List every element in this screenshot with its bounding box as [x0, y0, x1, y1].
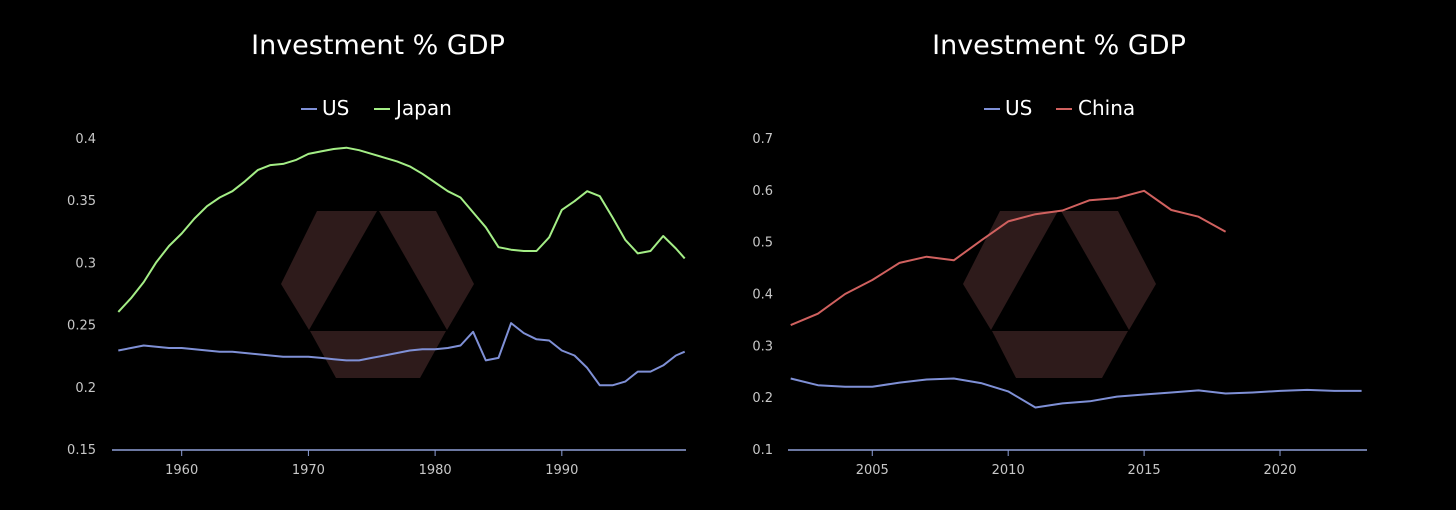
y-tick-label: 0.5: [752, 236, 773, 251]
series-line-china: [790, 189, 1227, 327]
chart-left-svg: Investment % GDP US Japan 0.4 0.35 0.3 0.25…: [67, 30, 686, 478]
x-axis: 2005 2010 2015 2020: [788, 449, 1367, 478]
legend-label-china: China: [1078, 96, 1135, 120]
watermark-logo: [963, 211, 1156, 378]
x-tick-label: 2005: [856, 463, 889, 478]
chart-right-china-us: Investment % GDP US China 0.7 0.6 0.5 0.4 0.…: [728, 0, 1456, 510]
y-tick-label: 0.2: [752, 391, 773, 406]
series-line-japan: [117, 146, 686, 313]
y-tick-label: 0.15: [67, 443, 96, 458]
y-tick-label: 0.7: [752, 132, 773, 147]
watermark-bottom-piece: [310, 331, 446, 378]
chart-title: Investment % GDP: [932, 30, 1186, 61]
y-tick-label: 0.3: [75, 256, 96, 271]
y-tick-label: 0.35: [67, 194, 96, 209]
legend-label-japan: Japan: [394, 96, 452, 120]
series-line-us: [790, 377, 1362, 409]
series-line-us: [118, 322, 686, 387]
chart-title: Investment % GDP: [251, 30, 505, 61]
watermark-right-piece: [379, 211, 474, 330]
x-tick-label: 2010: [992, 463, 1025, 478]
x-tick-label: 1960: [165, 463, 198, 478]
chart-right-svg: Investment % GDP US China 0.70.60.50.40.…: [752, 30, 1367, 478]
y-tick-label: 0.4: [75, 132, 96, 147]
x-axis: 1960 1970 1980 1990: [112, 449, 686, 478]
legend: US Japan: [301, 96, 452, 120]
y-axis-ticks: 0.4 0.35 0.3 0.25 0.2 0.15: [67, 132, 96, 458]
x-tick-label: 1980: [419, 463, 452, 478]
x-tick-label: 2020: [1263, 463, 1296, 478]
x-tick-label: 1990: [545, 463, 578, 478]
chart-left-japan-us: Investment % GDP US Japan 0.4 0.35 0.3 0.25…: [67, 30, 686, 478]
legend-label-us: US: [1005, 96, 1032, 120]
y-tick-label: 0.1: [752, 443, 773, 458]
legend-label-us: US: [322, 96, 349, 120]
watermark-logo: [281, 211, 474, 378]
watermark-left-piece: [281, 211, 377, 330]
series-lines: [117, 146, 686, 387]
watermark-left-piece: [963, 211, 1058, 330]
x-tick-label: 2015: [1128, 463, 1161, 478]
watermark-right-piece: [1061, 211, 1156, 330]
y-axis-ticks: 0.7 0.6 0.5 0.4 0.3 0.2 0.1: [752, 132, 773, 458]
legend: US China: [984, 96, 1135, 120]
y-tick-label: 0.2: [75, 381, 96, 396]
y-tick-label: 0.6: [752, 184, 773, 199]
y-tick-label: 0.3: [752, 339, 773, 354]
y-tick-label: 0.4: [752, 288, 773, 303]
x-tick-label: 1970: [292, 463, 325, 478]
watermark-bottom-piece: [992, 331, 1128, 378]
series-lines: [790, 189, 1362, 409]
y-tick-label: 0.25: [67, 319, 96, 334]
